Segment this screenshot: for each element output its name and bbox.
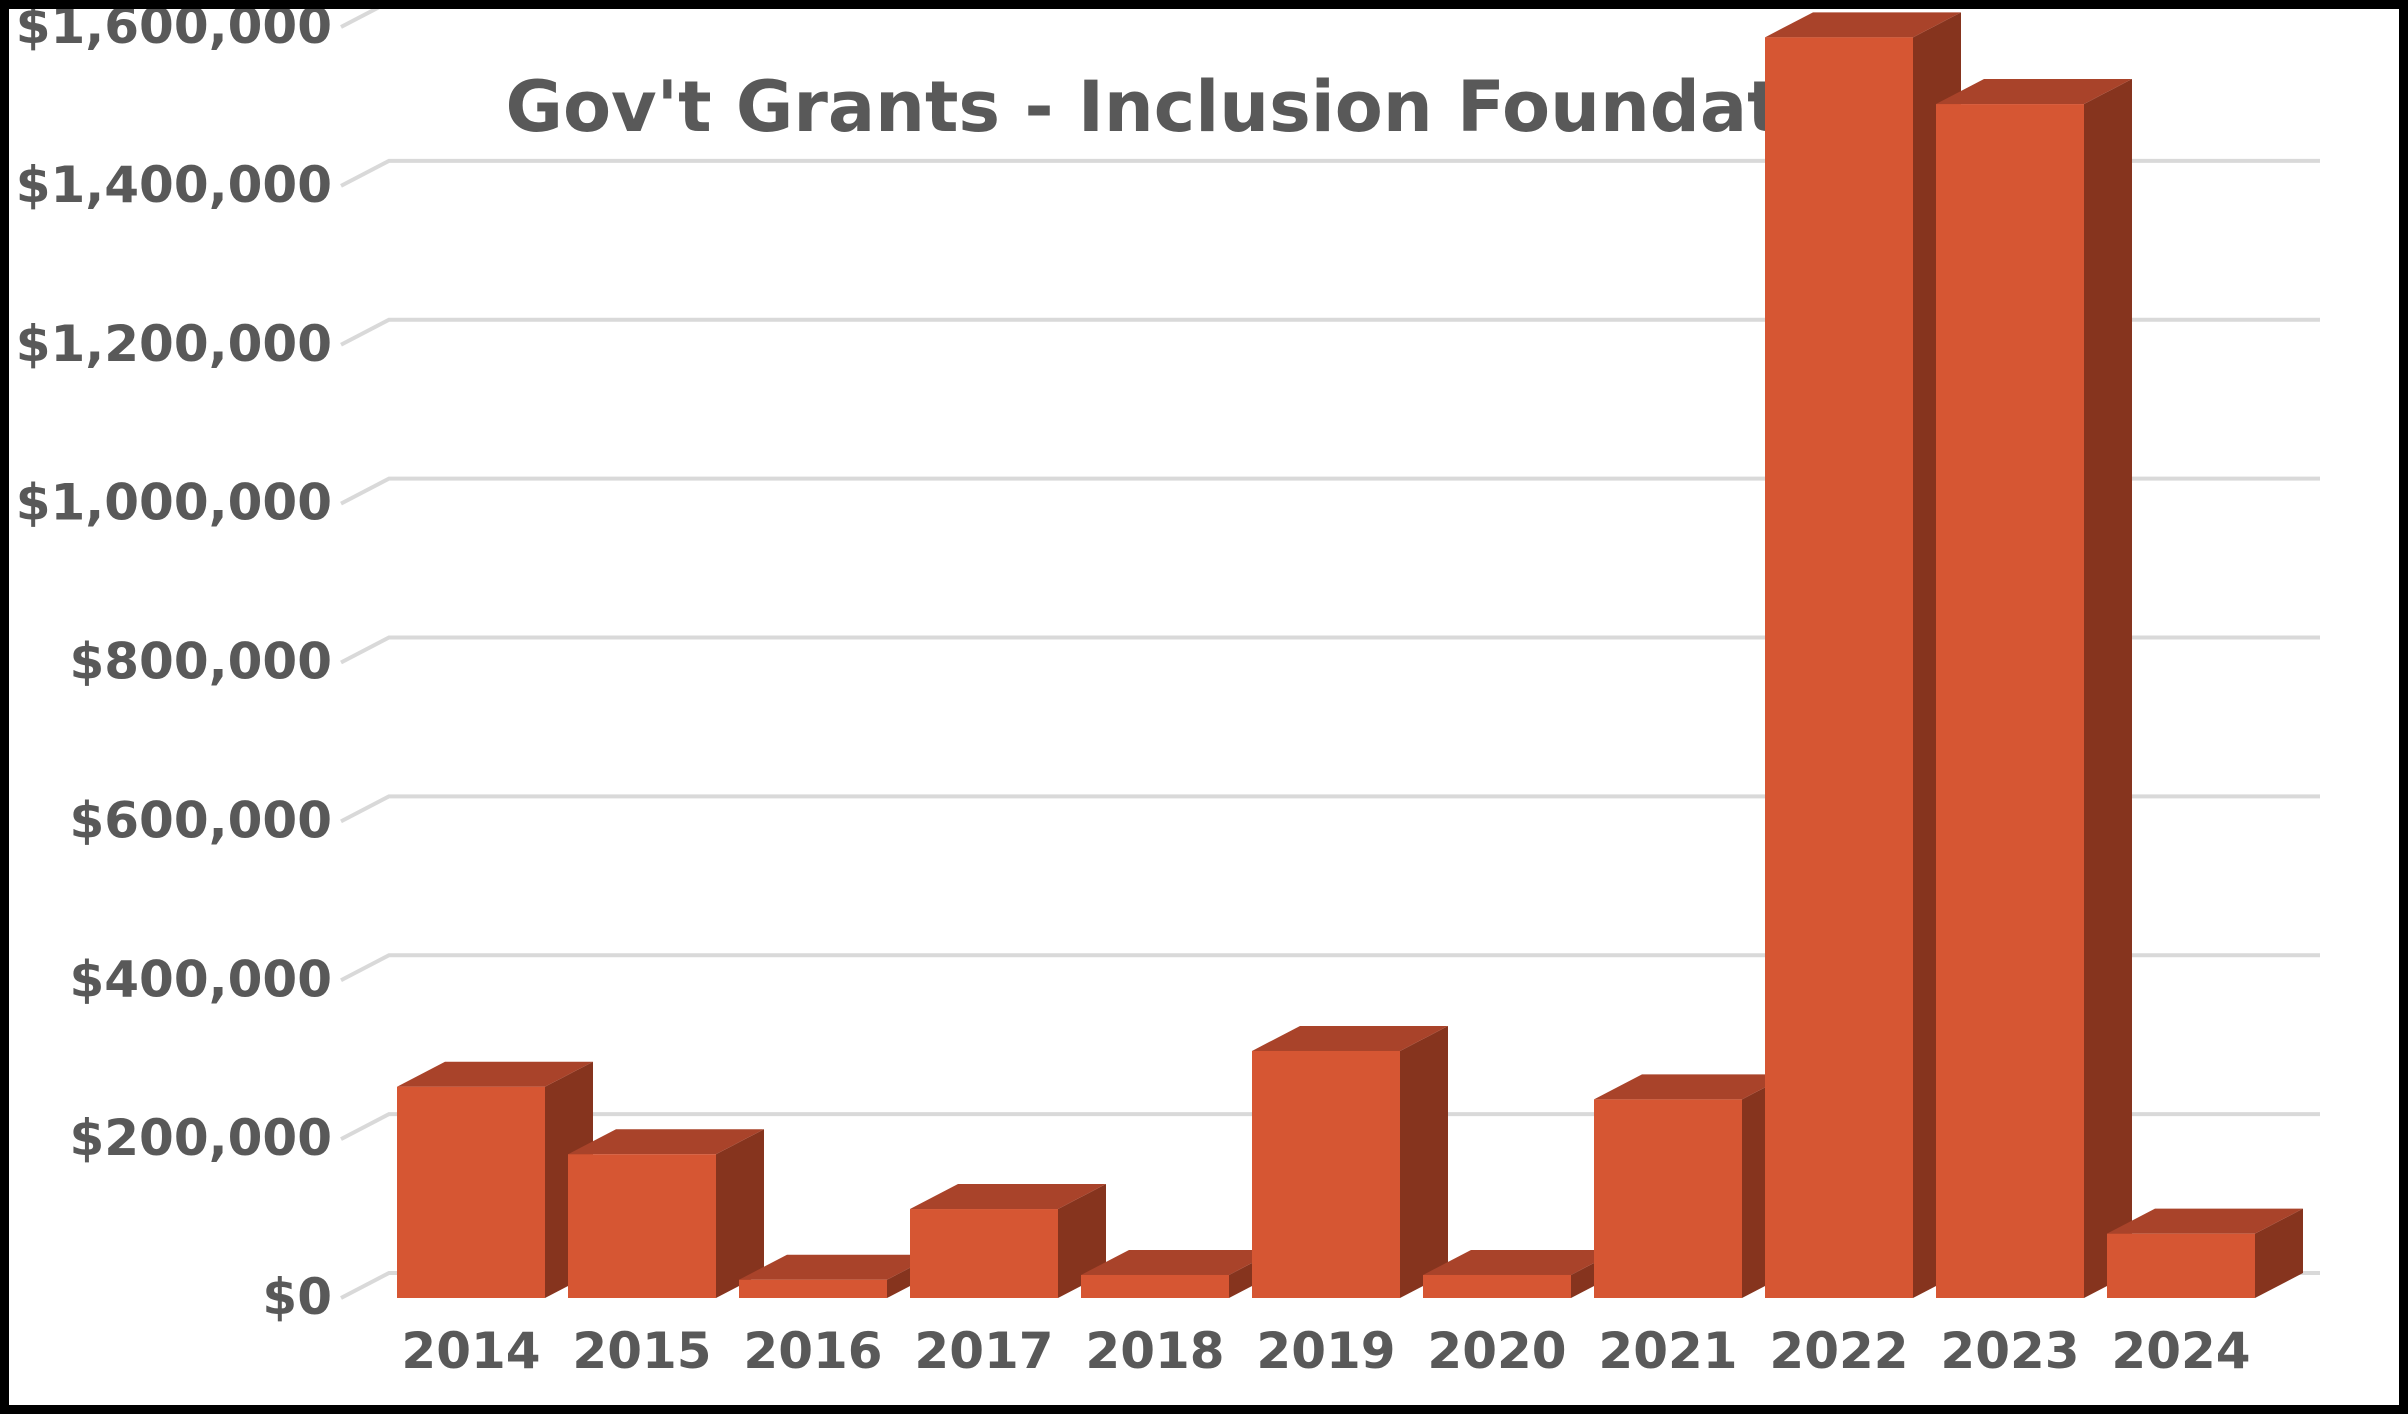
gridline-1200000 (340, 317, 2320, 347)
chart-title: Gov't Grants - Inclusion Foundation (505, 66, 1902, 148)
bar-2014 (397, 1061, 593, 1298)
bar-top (568, 1129, 764, 1155)
y-tick-label: $1,600,000 (16, 9, 332, 55)
bar-2024 (2107, 1208, 2303, 1298)
bar-side (2255, 1208, 2303, 1298)
bar-top (1423, 1249, 1619, 1275)
bar-chart: Gov't Grants - Inclusion Foundation $0 $2… (16, 9, 2320, 1380)
x-tick-label: 2018 (1085, 1322, 1224, 1380)
gridline-1600000 (340, 9, 380, 29)
y-tick-label: $400,000 (69, 950, 332, 1008)
bar-front (739, 1279, 887, 1298)
bar-2019 (1252, 1025, 1448, 1298)
x-tick-label: 2015 (572, 1322, 711, 1380)
y-tick-label: $0 (262, 1268, 332, 1326)
bar-2022 (1765, 12, 1961, 1298)
y-tick-label: $1,200,000 (16, 315, 332, 373)
y-tick-label: $200,000 (69, 1109, 332, 1167)
gridline-1000000 (340, 476, 2320, 506)
gridline-600000 (340, 794, 2320, 824)
bar-front (2107, 1233, 2255, 1298)
bar-top (1081, 1249, 1277, 1275)
x-tick-label: 2023 (1940, 1322, 2079, 1380)
bar-front (1936, 104, 2084, 1299)
gridline-800000 (340, 635, 2320, 665)
bar-2017 (910, 1184, 1106, 1298)
x-tick-label: 2022 (1769, 1322, 1908, 1380)
y-tick-label: $800,000 (69, 633, 332, 691)
y-tick-label: $1,400,000 (16, 156, 332, 214)
bar-top (397, 1061, 593, 1087)
bar-2021 (1594, 1074, 1790, 1298)
bar-front (397, 1086, 545, 1298)
bar-front (1765, 37, 1913, 1298)
chart-frame: Gov't Grants - Inclusion Foundation $0 $2… (9, 9, 2399, 1405)
y-tick-label: $600,000 (69, 791, 332, 849)
bar-front (910, 1209, 1058, 1298)
x-tick-label: 2019 (1256, 1322, 1395, 1380)
x-tick-label: 2021 (1598, 1322, 1737, 1380)
bar-side (1400, 1025, 1448, 1298)
bar-top (1594, 1074, 1790, 1100)
x-tick-label: 2020 (1427, 1322, 1566, 1380)
x-tick-label: 2016 (743, 1322, 882, 1380)
bar-2016 (739, 1254, 935, 1298)
bar-front (568, 1154, 716, 1298)
x-axis-tick-labels: 2014 2015 2016 2017 2018 2019 2020 2021 2022 2023… (401, 1322, 2250, 1380)
bar-side (2084, 79, 2132, 1299)
gridlines (340, 9, 2320, 1300)
bar-2018 (1081, 1249, 1277, 1298)
bar-front (1594, 1099, 1742, 1298)
bar-top (1252, 1025, 1448, 1051)
gridline-1400000 (340, 158, 2320, 188)
x-tick-label: 2024 (2111, 1322, 2250, 1380)
x-tick-label: 2014 (401, 1322, 540, 1380)
y-axis-tick-labels: $0 $200,000 $400,000 $600,000 $800,000 $1,000… (16, 9, 332, 1326)
bar-top (739, 1254, 935, 1280)
bars (397, 12, 2303, 1299)
gridline-400000 (340, 953, 2320, 983)
bar-2015 (568, 1129, 764, 1298)
bar-top (2107, 1208, 2303, 1234)
x-tick-label: 2017 (914, 1322, 1053, 1380)
y-tick-label: $1,000,000 (16, 474, 332, 532)
bar-front (1252, 1050, 1400, 1298)
bar-top (910, 1184, 1106, 1210)
bar-front (1423, 1274, 1571, 1298)
bar-2020 (1423, 1249, 1619, 1298)
bar-2023 (1936, 79, 2132, 1299)
bar-top (1765, 12, 1961, 38)
bar-top (1936, 79, 2132, 105)
bar-front (1081, 1274, 1229, 1298)
bar-side (716, 1129, 764, 1298)
